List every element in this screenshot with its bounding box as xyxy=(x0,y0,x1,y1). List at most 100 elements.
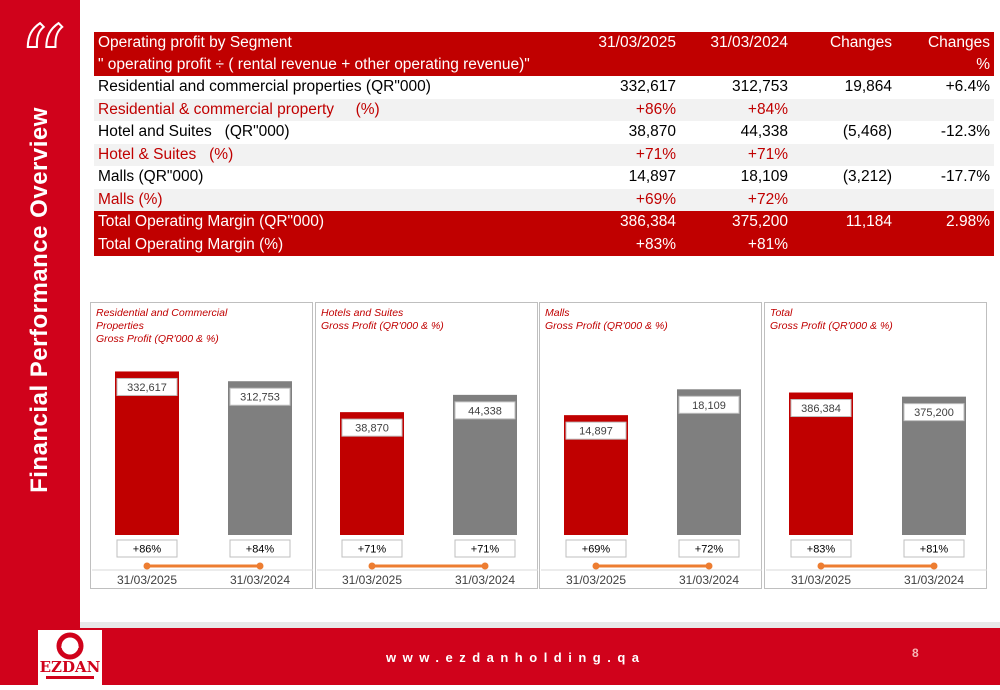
percent-label: +72% xyxy=(695,544,724,556)
category-label: 31/03/2024 xyxy=(679,573,739,587)
value-label: 44,338 xyxy=(468,405,502,417)
percent-point xyxy=(481,562,489,570)
percent-label: +83% xyxy=(807,544,836,556)
table-row: Malls (QR"000) 14,897 18,109 (3,212) -17… xyxy=(94,166,994,189)
chart-panel-total: 386,384 +83% 31/03/2025 375,200 +81% 31/03/20… xyxy=(764,302,987,589)
row-value xyxy=(792,98,896,121)
header-col4-unit: % xyxy=(896,54,994,76)
value-label: 386,384 xyxy=(801,403,841,415)
row-value: +72% xyxy=(680,188,792,211)
value-label-box xyxy=(903,403,965,422)
percent-point xyxy=(256,562,264,570)
chart-title-line: Total xyxy=(770,307,793,319)
percent-label: +84% xyxy=(246,544,275,556)
chart-title-line: Hotels and Suites xyxy=(321,307,404,319)
value-label-box xyxy=(678,395,740,414)
row-label: Malls (QR"000) xyxy=(94,166,578,189)
chart-title-line: Gross Profit (QR'000 & %) xyxy=(545,320,668,332)
chart-panel-hotels: 38,870 +71% 31/03/2025 44,338 +71% 31/03/2024… xyxy=(315,302,538,589)
table-row: Hotel & Suites (%) +71% +71% xyxy=(94,143,994,166)
chart-title: Residential and Commercial Properties Gr… xyxy=(96,307,306,346)
chart-title-line: Properties xyxy=(96,320,144,332)
percent-label: +86% xyxy=(133,544,162,556)
percent-point xyxy=(368,562,376,570)
row-value: -12.3% xyxy=(896,121,994,144)
website-link[interactable]: www.ezdanholding.qa xyxy=(386,650,646,665)
percent-label-box xyxy=(565,539,627,558)
sidebar: “ Financial Performance Overview xyxy=(0,0,80,628)
row-value: 2.98% xyxy=(896,211,994,234)
percent-label: +81% xyxy=(920,544,949,556)
category-label: 31/03/2024 xyxy=(904,573,964,587)
percent-point xyxy=(930,562,938,570)
percent-label-box xyxy=(678,539,740,558)
row-value: +86% xyxy=(578,98,680,121)
percent-point xyxy=(592,562,600,570)
row-label: Residential and commercial properties (Q… xyxy=(94,76,578,99)
value-label-box xyxy=(229,387,291,406)
percent-label-box xyxy=(454,539,516,558)
percent-label-box xyxy=(116,539,178,558)
row-label: Malls (%) xyxy=(94,188,578,211)
chart-svg: 38,870 +71% 31/03/2025 44,338 +71% 31/03/2024 xyxy=(317,394,538,587)
header-subnote: " operating profit ÷ ( rental revenue + … xyxy=(94,54,896,76)
chart-svg: 386,384 +83% 31/03/2025 375,200 +81% 31/03/20… xyxy=(766,392,987,587)
row-value: (5,468) xyxy=(792,121,896,144)
logo-text: EZDAN xyxy=(40,658,101,676)
table-header-row: Operating profit by Segment 31/03/2025 3… xyxy=(94,32,994,54)
percent-label: +71% xyxy=(358,544,387,556)
row-value xyxy=(792,188,896,211)
logo-icon: EZDAN xyxy=(40,632,101,679)
value-label-box xyxy=(341,418,403,437)
quote-icon: “ xyxy=(17,6,68,118)
table-row: Total Operating Margin (%) +83% +81% xyxy=(94,233,994,256)
chart-svg: 332,617 +86% 31/03/2025 312,753 +84% 31/03/20… xyxy=(92,371,313,587)
row-value: +71% xyxy=(680,143,792,166)
row-value: 332,617 xyxy=(578,76,680,99)
ezdan-logo: EZDAN xyxy=(38,630,102,685)
chart-svg: 14,897 +69% 31/03/2025 18,109 +72% 31/03/2024 xyxy=(541,389,762,587)
table-subheader-row: " operating profit ÷ ( rental revenue + … xyxy=(94,54,994,76)
percent-label: +69% xyxy=(582,544,611,556)
value-label: 18,109 xyxy=(692,400,726,412)
category-label: 31/03/2025 xyxy=(566,573,626,587)
row-label: Hotel and Suites (QR"000) xyxy=(94,121,578,144)
row-value xyxy=(896,188,994,211)
row-value: 312,753 xyxy=(680,76,792,99)
row-value: +84% xyxy=(680,98,792,121)
value-label-box xyxy=(790,399,852,418)
table-row: Residential & commercial property (%) +8… xyxy=(94,98,994,121)
chart-title: Hotels and Suites Gross Profit (QR'000 &… xyxy=(321,307,531,333)
row-value: 19,864 xyxy=(792,76,896,99)
page-title: Financial Performance Overview xyxy=(26,107,53,493)
row-value: +71% xyxy=(578,143,680,166)
value-label-box xyxy=(565,421,627,440)
percent-label-box xyxy=(903,539,965,558)
header-col1: 31/03/2025 xyxy=(578,32,680,54)
percent-label-box xyxy=(790,539,852,558)
row-value: (3,212) xyxy=(792,166,896,189)
table-row: Malls (%) +69% +72% xyxy=(94,188,994,211)
percent-label-box xyxy=(229,539,291,558)
row-value: 44,338 xyxy=(680,121,792,144)
row-value: 38,870 xyxy=(578,121,680,144)
category-label: 31/03/2025 xyxy=(342,573,402,587)
value-label: 38,870 xyxy=(355,423,389,435)
value-label: 375,200 xyxy=(914,407,954,419)
chart-title-line: Gross Profit (QR'000 & %) xyxy=(770,320,893,332)
category-label: 31/03/2025 xyxy=(117,573,177,587)
footer-divider xyxy=(80,622,1000,628)
page-number: 8 xyxy=(912,646,919,660)
header-col2: 31/03/2024 xyxy=(680,32,792,54)
row-value xyxy=(792,233,896,256)
chart-title-line: Malls xyxy=(545,307,570,319)
header-col3: Changes xyxy=(792,32,896,54)
row-value: -17.7% xyxy=(896,166,994,189)
footer-bar xyxy=(0,628,1000,685)
percent-point xyxy=(143,562,151,570)
bar xyxy=(115,371,179,535)
percent-point xyxy=(817,562,825,570)
row-value xyxy=(792,143,896,166)
row-value xyxy=(896,143,994,166)
chart-title: Total Gross Profit (QR'000 & %) xyxy=(770,307,980,333)
